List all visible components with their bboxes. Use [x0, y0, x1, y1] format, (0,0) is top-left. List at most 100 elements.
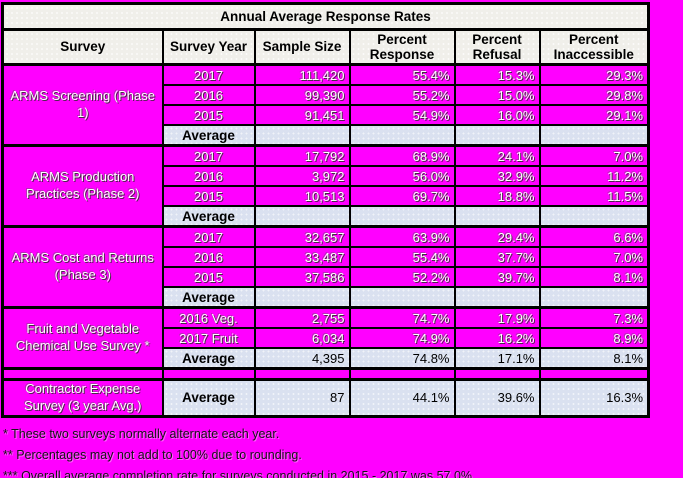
table-row: 2016 33,487 55.4% 37.7% 7.0%: [3, 246, 650, 268]
average-row: Contractor Expense Survey (3 year Avg.) …: [1, 378, 650, 418]
table-header: Annual Average Response Rates Survey Sur…: [1, 2, 650, 66]
footnote-rounding: ** Percentages may not add to 100% due t…: [3, 447, 302, 462]
table-row: 2016 99,390 55.2% 15.0% 29.8%: [3, 84, 650, 106]
percent-refusal-cell: 17.9%: [453, 306, 541, 329]
empty-cell: [453, 367, 541, 381]
empty-cell: [538, 367, 650, 381]
percent-refusal-cell: [453, 124, 541, 147]
empty-cell: [161, 367, 256, 381]
table-row: ARMS Production Practices (Phase 2) 2017…: [1, 144, 650, 228]
column-header-row: Survey Survey Year Sample Size Percent R…: [1, 28, 650, 66]
percent-refusal-cell: 15.3%: [453, 63, 541, 86]
percent-inaccessible-cell: 6.6%: [538, 225, 650, 248]
percent-refusal-cell: 18.8%: [453, 185, 541, 207]
year-cell: 2015: [161, 266, 256, 288]
footnotes: * These two surveys normally alternate e…: [3, 427, 683, 478]
footnote-overall-completion: *** Overall average completion rate for …: [3, 468, 473, 478]
percent-refusal-cell: 32.9%: [453, 165, 541, 187]
percent-inaccessible-cell: 8.1%: [538, 266, 650, 288]
survey-name-cell: Fruit and Vegetable Chemical Use Survey …: [1, 306, 164, 370]
percent-refusal-cell: [453, 286, 541, 309]
percent-response-cell: 74.7%: [348, 306, 456, 329]
table-row: ARMS Cost and Returns (Phase 3) 2017 32,…: [1, 225, 650, 309]
percent-inaccessible-cell: 16.3%: [538, 378, 650, 418]
percent-refusal-cell: 37.7%: [453, 246, 541, 268]
percent-inaccessible-cell: [538, 205, 650, 228]
year-cell: 2015: [161, 104, 256, 126]
empty-cell: [348, 367, 456, 381]
year-cell: 2015: [161, 185, 256, 207]
sample-size-cell: 99,390: [253, 84, 351, 106]
percent-response-cell: [348, 124, 456, 147]
survey-name-cell: ARMS Screening (Phase 1): [1, 63, 164, 147]
percent-inaccessible-cell: 11.2%: [538, 165, 650, 187]
year-cell: 2017: [161, 144, 256, 167]
sample-size-cell: 91,451: [253, 104, 351, 126]
year-cell: 2016: [161, 246, 256, 268]
average-row: Average 4,395 74.8% 17.1% 8.1%: [3, 347, 650, 370]
sample-size-cell: 33,487: [253, 246, 351, 268]
percent-response-cell: 55.4%: [348, 246, 456, 268]
table-title-row: Annual Average Response Rates: [1, 2, 650, 31]
table-row: ARMS Screening (Phase 1) 2017 111,420 55…: [1, 63, 650, 147]
sample-size-cell: [253, 124, 351, 147]
average-row: Average: [3, 124, 650, 147]
percent-response-cell: [348, 286, 456, 309]
section-arms-screening: ARMS Screening (Phase 1) 2017 111,420 55…: [1, 63, 650, 147]
percent-response-cell: 55.4%: [348, 63, 456, 86]
average-label-cell: Average: [161, 286, 256, 309]
section-arms-production: ARMS Production Practices (Phase 2) 2017…: [1, 144, 650, 228]
percent-response-cell: 54.9%: [348, 104, 456, 126]
percent-refusal-cell: 24.1%: [453, 144, 541, 167]
empty-cell: [1, 367, 164, 381]
table-row: 2015 91,451 54.9% 16.0% 29.1%: [3, 104, 650, 126]
spacer-row: [1, 367, 650, 381]
table-row: 2016 3,972 56.0% 32.9% 11.2%: [3, 165, 650, 187]
percent-response-cell: 74.8%: [348, 347, 456, 370]
percent-inaccessible-cell: 7.0%: [538, 246, 650, 268]
section-arms-cost-returns: ARMS Cost and Returns (Phase 3) 2017 32,…: [1, 225, 650, 309]
percent-refusal-cell: 17.1%: [453, 347, 541, 370]
sample-size-cell: 4,395: [253, 347, 351, 370]
table-title: Annual Average Response Rates: [1, 2, 650, 31]
col-header-percent-refusal: Percent Refusal: [453, 28, 541, 66]
percent-response-cell: 68.9%: [348, 144, 456, 167]
average-row: Average: [3, 286, 650, 309]
response-rates-table: Annual Average Response Rates Survey Sur…: [1, 2, 651, 418]
section-contractor-expense: Contractor Expense Survey (3 year Avg.) …: [1, 378, 650, 418]
sample-size-cell: 10,513: [253, 185, 351, 207]
sample-size-cell: 2,755: [253, 306, 351, 329]
percent-refusal-cell: 15.0%: [453, 84, 541, 106]
col-header-survey: Survey: [1, 28, 164, 66]
table-row: 2015 37,586 52.2% 39.7% 8.1%: [3, 266, 650, 288]
sample-size-cell: [253, 286, 351, 309]
percent-response-cell: 74.9%: [348, 327, 456, 349]
year-cell: 2017 Fruit: [161, 327, 256, 349]
percent-inaccessible-cell: 7.0%: [538, 144, 650, 167]
survey-name-cell: ARMS Production Practices (Phase 2): [1, 144, 164, 228]
sample-size-cell: 17,792: [253, 144, 351, 167]
percent-inaccessible-cell: 8.1%: [538, 347, 650, 370]
percent-response-cell: 63.9%: [348, 225, 456, 248]
percent-refusal-cell: 29.4%: [453, 225, 541, 248]
percent-refusal-cell: 16.0%: [453, 104, 541, 126]
percent-refusal-cell: [453, 205, 541, 228]
sample-size-cell: 32,657: [253, 225, 351, 248]
percent-refusal-cell: 39.6%: [453, 378, 541, 418]
percent-inaccessible-cell: [538, 286, 650, 309]
table-row: 2015 10,513 69.7% 18.8% 11.5%: [3, 185, 650, 207]
year-cell: 2017: [161, 225, 256, 248]
percent-refusal-cell: 39.7%: [453, 266, 541, 288]
percent-inaccessible-cell: 11.5%: [538, 185, 650, 207]
average-label-cell: Average: [161, 347, 256, 370]
col-header-survey-year: Survey Year: [161, 28, 256, 66]
col-header-percent-inaccessible: Percent Inaccessible: [538, 28, 650, 66]
average-label-cell: Average: [161, 124, 256, 147]
sample-size-cell: 37,586: [253, 266, 351, 288]
survey-name-cell: Contractor Expense Survey (3 year Avg.): [1, 378, 164, 418]
section-fruit-vegetable: Fruit and Vegetable Chemical Use Survey …: [1, 306, 650, 370]
percent-inaccessible-cell: [538, 124, 650, 147]
percent-response-cell: 55.2%: [348, 84, 456, 106]
percent-response-cell: 56.0%: [348, 165, 456, 187]
percent-response-cell: 69.7%: [348, 185, 456, 207]
